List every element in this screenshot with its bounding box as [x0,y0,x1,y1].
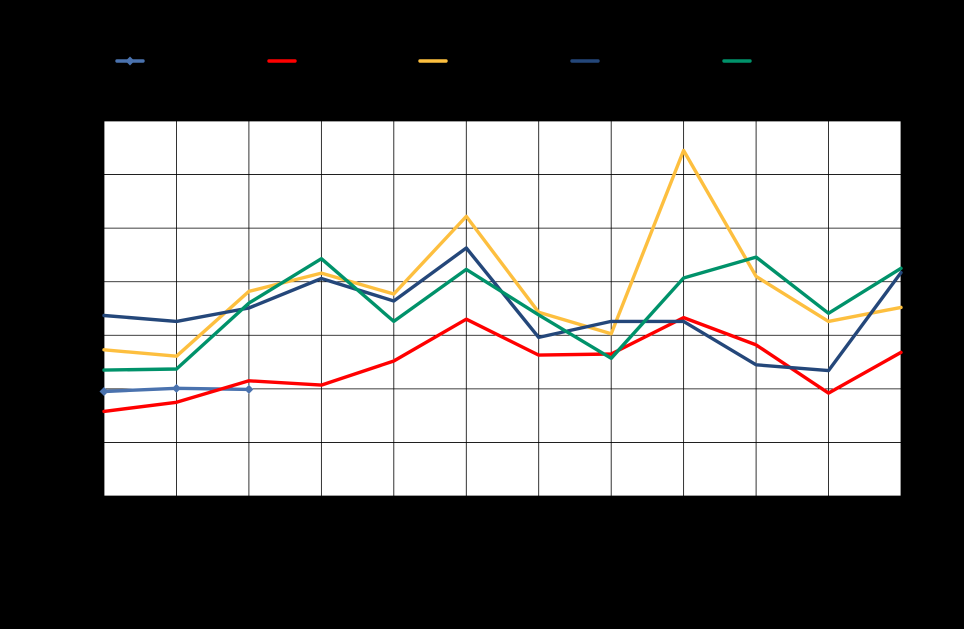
series-3-line [102,148,903,358]
series-2 [102,315,903,414]
legend-swatch-marker [125,56,135,66]
series-5-line [102,255,903,372]
series-1-point [99,387,109,397]
series-1-point [244,384,254,394]
plot-area [104,121,901,496]
series-1-point [171,383,181,393]
series-2-line [102,315,903,414]
series-3 [102,148,903,358]
legend-item-1 [115,56,145,66]
series-5 [102,255,903,372]
gridlines [103,120,902,497]
series-group [99,148,903,414]
legend [115,56,752,66]
